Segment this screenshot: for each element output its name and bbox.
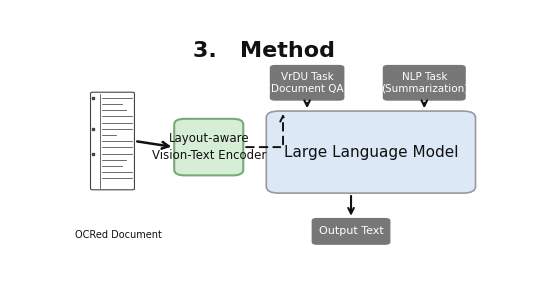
Text: Large Language Model: Large Language Model xyxy=(284,145,458,160)
Text: Layout-aware
Vision-Text Encoder: Layout-aware Vision-Text Encoder xyxy=(152,132,266,162)
FancyBboxPatch shape xyxy=(91,92,134,190)
FancyBboxPatch shape xyxy=(312,219,390,244)
Text: VrDU Task
(Document QA): VrDU Task (Document QA) xyxy=(267,72,347,94)
FancyBboxPatch shape xyxy=(266,111,476,193)
Text: NLP Task
(Summarization): NLP Task (Summarization) xyxy=(381,72,468,94)
Text: OCRed Document: OCRed Document xyxy=(75,230,162,240)
Text: Output Text: Output Text xyxy=(319,226,383,236)
FancyBboxPatch shape xyxy=(383,66,465,100)
Text: 3.   Method: 3. Method xyxy=(193,41,335,61)
FancyBboxPatch shape xyxy=(174,119,243,175)
FancyBboxPatch shape xyxy=(271,66,343,100)
